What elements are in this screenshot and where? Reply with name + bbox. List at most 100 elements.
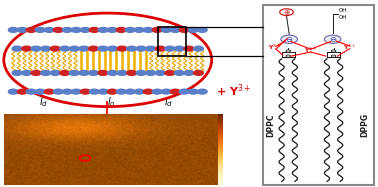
Text: DPPG: DPPG — [360, 113, 369, 137]
Circle shape — [71, 89, 81, 94]
Text: Y$^{3+}$: Y$^{3+}$ — [268, 43, 282, 52]
Circle shape — [179, 89, 189, 94]
Circle shape — [152, 27, 162, 32]
Bar — [263, 5, 374, 185]
Circle shape — [127, 70, 136, 75]
Text: $l_o$: $l_o$ — [107, 95, 116, 109]
Text: $\oplus$: $\oplus$ — [283, 8, 290, 17]
Circle shape — [332, 50, 336, 52]
Circle shape — [136, 46, 146, 51]
Circle shape — [108, 46, 118, 51]
Circle shape — [98, 89, 108, 94]
Circle shape — [170, 89, 180, 94]
Circle shape — [70, 70, 79, 75]
Circle shape — [60, 46, 70, 51]
Circle shape — [194, 70, 203, 75]
Bar — [158, 27, 186, 56]
Circle shape — [35, 89, 45, 94]
Circle shape — [281, 35, 297, 43]
Circle shape — [35, 27, 45, 32]
Circle shape — [117, 46, 127, 51]
Circle shape — [98, 46, 108, 51]
Circle shape — [79, 70, 89, 75]
Circle shape — [194, 46, 203, 51]
Text: DPPC: DPPC — [266, 114, 275, 137]
Circle shape — [174, 70, 184, 75]
Circle shape — [108, 70, 118, 75]
Circle shape — [71, 27, 81, 32]
Text: $\ominus$: $\ominus$ — [328, 35, 337, 44]
Circle shape — [60, 70, 70, 75]
Circle shape — [136, 70, 146, 75]
Circle shape — [116, 89, 126, 94]
Circle shape — [165, 46, 175, 51]
Circle shape — [41, 70, 51, 75]
Circle shape — [79, 46, 89, 51]
Circle shape — [184, 46, 194, 51]
Circle shape — [98, 27, 108, 32]
Circle shape — [152, 89, 162, 94]
Circle shape — [22, 70, 31, 75]
Text: OH: OH — [338, 15, 347, 20]
Circle shape — [155, 46, 165, 51]
Circle shape — [62, 27, 72, 32]
Circle shape — [80, 89, 90, 94]
Circle shape — [89, 89, 99, 94]
Circle shape — [184, 70, 194, 75]
Circle shape — [161, 27, 171, 32]
Circle shape — [286, 55, 290, 57]
Circle shape — [44, 89, 54, 94]
Circle shape — [127, 46, 136, 51]
Circle shape — [197, 27, 207, 32]
Text: $l_d$: $l_d$ — [39, 95, 48, 109]
Circle shape — [165, 70, 175, 75]
Circle shape — [22, 46, 31, 51]
Circle shape — [12, 46, 22, 51]
Circle shape — [41, 46, 51, 51]
Circle shape — [89, 27, 99, 32]
Circle shape — [50, 46, 60, 51]
Circle shape — [107, 27, 117, 32]
Circle shape — [26, 27, 36, 32]
Circle shape — [88, 70, 98, 75]
Circle shape — [80, 27, 90, 32]
Circle shape — [134, 89, 144, 94]
Circle shape — [8, 27, 18, 32]
Circle shape — [174, 46, 184, 51]
Circle shape — [62, 89, 72, 94]
Circle shape — [188, 89, 198, 94]
Text: Y$^{3+}$: Y$^{3+}$ — [304, 46, 318, 55]
Circle shape — [332, 55, 336, 57]
Circle shape — [197, 89, 207, 94]
Circle shape — [134, 27, 144, 32]
Circle shape — [26, 89, 36, 94]
Circle shape — [98, 70, 108, 75]
Text: $l_d$: $l_d$ — [164, 95, 173, 109]
Circle shape — [116, 27, 126, 32]
Text: OH: OH — [338, 8, 347, 13]
Circle shape — [117, 70, 127, 75]
Circle shape — [286, 50, 290, 52]
Circle shape — [143, 89, 153, 94]
Circle shape — [44, 27, 54, 32]
Circle shape — [125, 27, 135, 32]
Circle shape — [125, 89, 135, 94]
Circle shape — [280, 9, 293, 16]
Circle shape — [324, 35, 341, 43]
Circle shape — [146, 46, 156, 51]
Circle shape — [17, 27, 27, 32]
Text: Y$^{3+}$: Y$^{3+}$ — [343, 42, 356, 52]
Circle shape — [50, 70, 60, 75]
Circle shape — [107, 89, 117, 94]
Text: + $\mathbf{Y}^{3+}$: + $\mathbf{Y}^{3+}$ — [216, 82, 251, 99]
Circle shape — [53, 89, 63, 94]
Circle shape — [188, 27, 198, 32]
Circle shape — [179, 27, 189, 32]
Circle shape — [161, 89, 171, 94]
Circle shape — [88, 46, 98, 51]
Circle shape — [170, 27, 180, 32]
Circle shape — [31, 46, 41, 51]
Circle shape — [155, 70, 165, 75]
Text: $\ominus$: $\ominus$ — [285, 35, 293, 44]
Circle shape — [17, 89, 27, 94]
